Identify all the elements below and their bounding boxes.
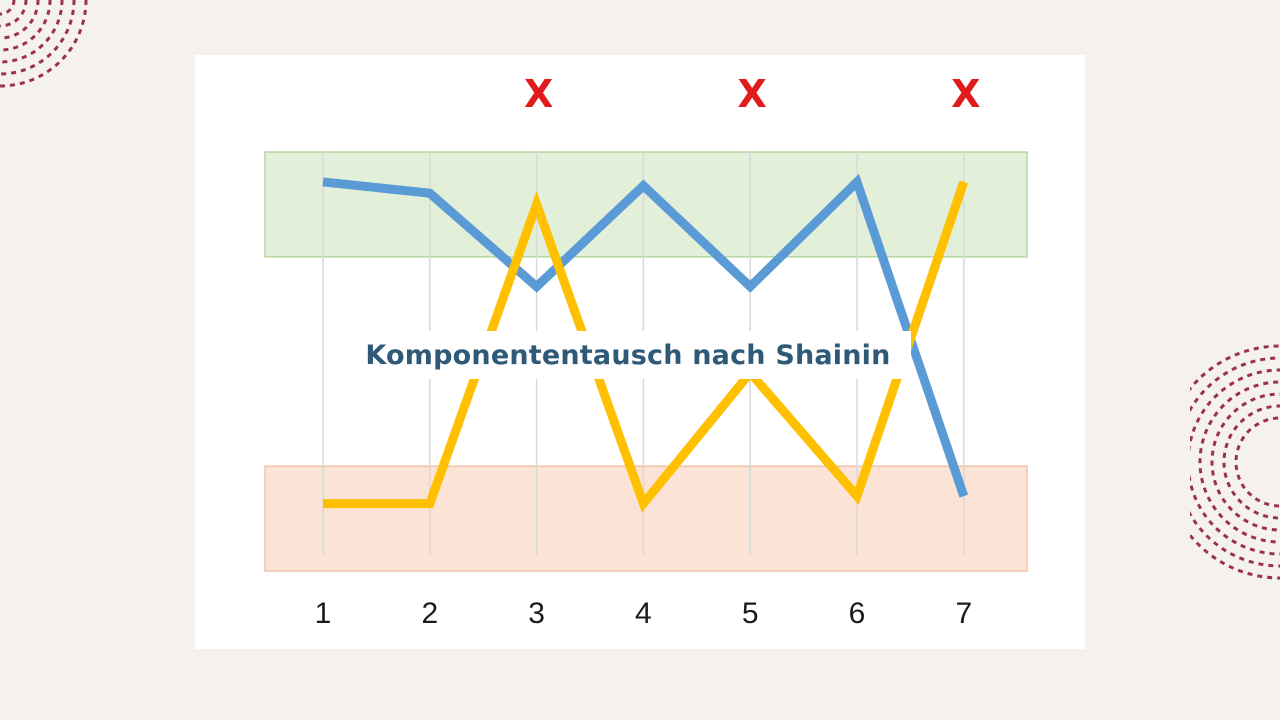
x-tick-label-7: 7 — [955, 597, 972, 630]
x-tick-label-2: 2 — [421, 597, 438, 630]
fail-marker-7: X — [951, 72, 980, 116]
deco-arc-tl-1 — [0, 0, 16, 16]
decorative-dots-top-left — [0, 0, 88, 88]
deco-arc-right-3 — [1210, 392, 1280, 532]
deco-arc-right-6 — [1190, 356, 1280, 568]
slide-title: Komponententausch nach Shainin — [365, 339, 891, 371]
x-tick-label-1: 1 — [315, 597, 332, 630]
bad-band — [264, 465, 1028, 572]
decorative-dots-right — [1190, 344, 1280, 580]
x-tick-label-5: 5 — [742, 597, 759, 630]
x-tick-label-6: 6 — [849, 597, 866, 630]
x-tick-label-4: 4 — [635, 597, 652, 630]
x-tick-label-3: 3 — [528, 597, 545, 630]
fail-marker-3: X — [524, 72, 553, 116]
good-band — [264, 151, 1028, 258]
deco-arc-right-2 — [1222, 404, 1280, 520]
deco-arc-right-4 — [1198, 380, 1280, 544]
line-chart: 1 2 3 4 5 6 7 X X X — [264, 72, 1028, 630]
fail-marker-5: X — [738, 72, 767, 116]
title-box: Komponententausch nach Shainin — [345, 331, 911, 379]
deco-arc-right-1 — [1234, 416, 1280, 508]
